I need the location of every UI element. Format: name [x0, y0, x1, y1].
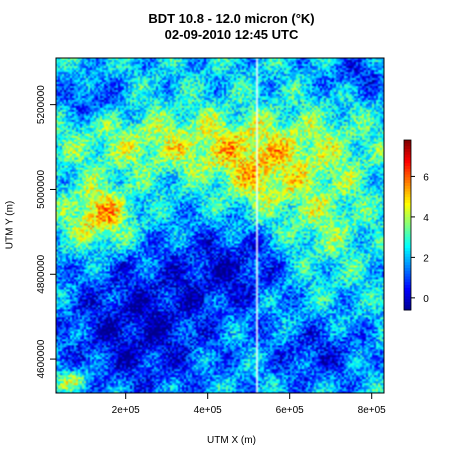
- x-axis-label: UTM X (m): [207, 435, 256, 446]
- y-tick-label: 4800000: [36, 254, 47, 293]
- colorbar-segment: [404, 199, 411, 203]
- y-axis-label: UTM Y (m): [4, 200, 16, 250]
- colorbar-segment: [404, 264, 411, 268]
- colorbar-segment: [404, 148, 411, 152]
- colorbar-segment: [404, 151, 411, 155]
- colorbar-segment: [404, 244, 411, 249]
- colorbar-segment: [404, 247, 411, 251]
- colorbar-segment: [404, 222, 411, 226]
- colorbar-segment: [404, 278, 411, 283]
- colorbar-segment: [404, 168, 411, 172]
- colorbar-segment: [404, 216, 411, 220]
- colorbar-segment: [404, 174, 411, 178]
- heatmap-image: [56, 58, 384, 393]
- colorbar-segment: [404, 219, 411, 223]
- colorbar-segment: [404, 276, 411, 280]
- colorbar-border: [403, 139, 412, 311]
- colorbar-segment: [404, 290, 411, 294]
- colorbar-segment: [404, 284, 411, 288]
- colorbar-segment: [404, 281, 411, 285]
- chart-title: BDT 10.8 - 12.0 micron (°K): [148, 11, 315, 26]
- plot-border: [55, 57, 385, 394]
- colorbar-segment: [404, 273, 411, 277]
- colorbar-segment: [404, 176, 411, 181]
- colorbar-segment: [404, 230, 411, 234]
- colorbar-segment: [404, 256, 411, 260]
- y-tick-label: 5200000: [36, 85, 47, 124]
- colorbar-segment: [404, 225, 411, 229]
- colorbar-segment: [404, 191, 411, 195]
- colorbar-segment: [404, 259, 411, 263]
- colorbar-segment: [404, 154, 411, 158]
- colorbar-segment: [404, 159, 411, 164]
- colorbar-segment: [404, 165, 411, 169]
- colorbar-segment: [404, 208, 411, 212]
- colorbar-segment: [404, 293, 411, 297]
- colorbar-segment: [404, 145, 411, 149]
- colorbar-segment: [404, 270, 411, 274]
- colorbar-tick-label: 2: [423, 253, 429, 264]
- colorbar-segment: [404, 233, 411, 237]
- colorbar-segment: [404, 298, 411, 302]
- colorbar-segment: [404, 182, 411, 186]
- colorbar-tick-label: 6: [423, 172, 429, 183]
- colorbar-segment: [404, 202, 411, 206]
- colorbar-segment: [404, 242, 411, 246]
- colorbar-segment: [404, 307, 411, 311]
- colorbar-segment: [404, 239, 411, 243]
- x-tick-label: 2e+05: [112, 405, 141, 416]
- x-tick-label: 6e+05: [276, 405, 305, 416]
- colorbar-segment: [404, 295, 411, 300]
- colorbar-segment: [404, 185, 411, 189]
- colorbar-segment: [404, 193, 411, 198]
- colorbar-segment: [404, 205, 411, 209]
- colorbar-segment: [404, 301, 411, 305]
- colorbar-segment: [404, 140, 411, 144]
- colorbar-tick-label: 4: [423, 213, 429, 224]
- colorbar-segment: [404, 196, 411, 200]
- colorbar-segment: [404, 227, 411, 232]
- colorbar-tick-label: 0: [423, 294, 429, 305]
- colorbar-segment: [404, 267, 411, 271]
- colorbar-segment: [404, 142, 411, 147]
- x-tick-label: 4e+05: [194, 405, 223, 416]
- colorbar-segment: [404, 253, 411, 257]
- colorbar-segment: [404, 261, 411, 266]
- colorbar-segment: [404, 210, 411, 215]
- y-tick-label: 5000000: [36, 170, 47, 209]
- y-tick-label: 4600000: [36, 339, 47, 378]
- colorbar-segment: [404, 213, 411, 217]
- colorbar-segment: [404, 179, 411, 183]
- colorbar-segment: [404, 157, 411, 161]
- colorbar-segment: [404, 250, 411, 254]
- colorbar-segment: [404, 287, 411, 291]
- x-tick-label: 8e+05: [358, 405, 387, 416]
- colorbar-segment: [404, 162, 411, 166]
- colorbar-segment: [404, 304, 411, 308]
- chart-subtitle: 02-09-2010 12:45 UTC: [164, 27, 299, 42]
- colorbar-segment: [404, 236, 411, 240]
- colorbar-segment: [404, 171, 411, 175]
- colorbar-segment: [404, 188, 411, 192]
